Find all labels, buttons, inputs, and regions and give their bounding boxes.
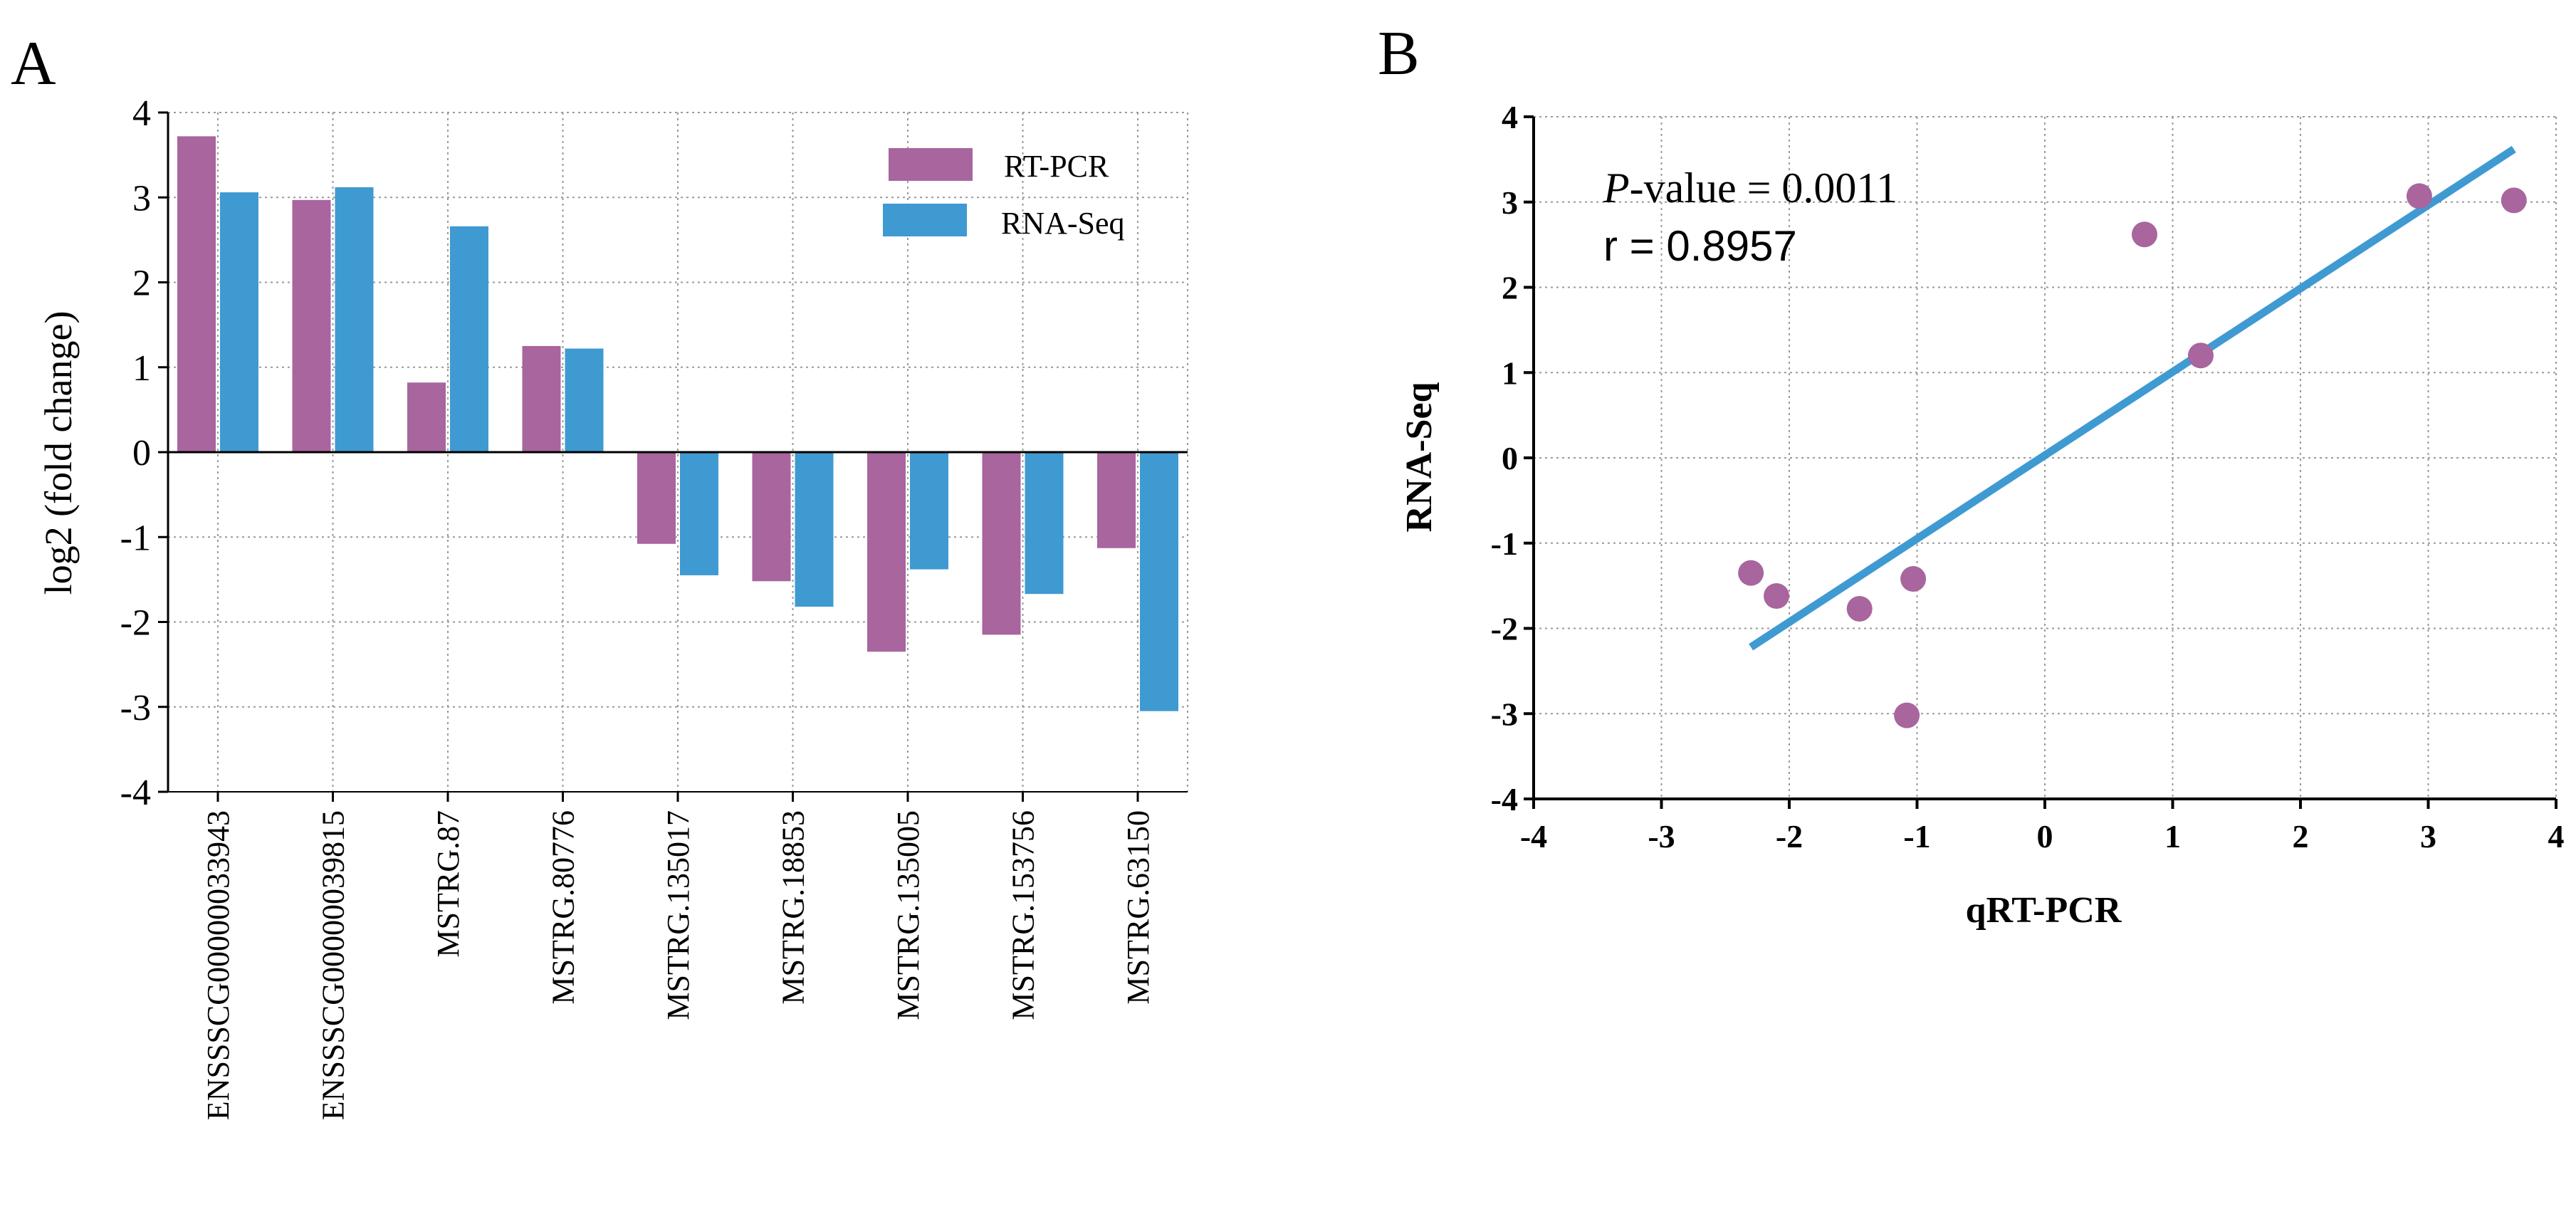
bar-rna-seq-8 (1025, 452, 1064, 595)
panel-a-y-ticks: 4 3 2 1 0 -1 -2 -3 -4 (120, 93, 168, 813)
panel-b-x-tick-label: 3 (2420, 818, 2436, 854)
panel-a-x-tick-label: ENSSSCG00000039815 (316, 810, 351, 1120)
scatter-point-7 (2187, 342, 2214, 369)
panel-a-x-tick-label: MSTRG.153756 (1006, 810, 1041, 1020)
legend-swatch-rt-pcr (889, 148, 973, 181)
legend-swatch-rna-seq (883, 204, 967, 236)
bar-rt-pcr-6 (752, 452, 791, 582)
panel-b-fit-line-group (1749, 145, 2516, 651)
bar-rt-pcr-8 (982, 452, 1021, 635)
panel-a-x-tick-label: MSTRG.87 (431, 810, 466, 958)
panel-b-y-tick-label: 4 (1502, 99, 1518, 135)
scatter-point-9 (2501, 187, 2527, 214)
bar-rna-seq-2 (335, 187, 374, 452)
scatter-point-2 (1764, 582, 1790, 609)
p-value-text: -value = 0.0011 (1630, 164, 1898, 211)
panel-a-x-tick-label: MSTRG.135017 (661, 810, 696, 1020)
bar-rt-pcr-3 (407, 382, 446, 452)
bar-rna-seq-7 (910, 452, 948, 570)
scatter-point-8 (2406, 183, 2432, 209)
bar-rna-seq-4 (565, 348, 604, 452)
panel-a-x-tick-label: MSTRG.135005 (891, 810, 926, 1020)
panel-b-y-tick-label: -3 (1491, 696, 1518, 732)
panel-a-y-tick-label: -4 (120, 773, 151, 813)
panel-b-scatter-plot: B -4-4 -3 -3 -2 -2 -1 -1 0 0 1 1 2 2 3 3 4 4 qRT-PCR RNA… (1378, 19, 2565, 931)
panel-b-y-tick-label: 0 (1502, 440, 1518, 476)
panel-a-x-tick-label: MSTRG.18853 (776, 810, 811, 1005)
panel-b-y-tick-label: -1 (1491, 525, 1518, 562)
bar-rna-seq-3 (450, 226, 488, 452)
panel-b-x-tick-label: 4 (2548, 818, 2565, 854)
panel-a-x-tick-label: MSTRG.63150 (1121, 810, 1156, 1005)
panel-b-x-tick-label: -4 (1520, 818, 1547, 854)
panel-a-x-tick-label: MSTRG.80776 (546, 810, 581, 1005)
panel-b-tick-labels: -4-4 -3 -3 -2 -2 -1 -1 0 0 1 1 2 2 3 3 4 4 (1491, 99, 2565, 854)
bar-rna-seq-9 (1140, 452, 1178, 711)
panel-b-x-tick-label: 2 (2293, 818, 2309, 854)
panel-a-bars (177, 136, 1178, 711)
panel-b-y-tick-label: -4 (1491, 781, 1518, 817)
panel-a-y-axis-label: log2 (fold change) (37, 311, 80, 595)
panel-a-y-tick-label: -2 (120, 603, 151, 644)
p-value-annotation: P-value = 0.0011 (1603, 164, 1897, 211)
legend-label-rna-seq: RNA-Seq (1001, 206, 1125, 241)
panel-b-x-tick-label: 1 (2164, 818, 2181, 854)
panel-b-label: B (1378, 19, 1420, 88)
panel-a-y-tick-label: -1 (120, 518, 151, 558)
p-value-italic-p: P (1603, 164, 1630, 211)
panel-b-y-tick-label: 1 (1502, 355, 1518, 391)
scatter-point-1 (1738, 560, 1764, 586)
scatter-point-6 (2132, 221, 2158, 248)
scatter-point-4 (1900, 566, 1927, 592)
regression-line (1749, 145, 2516, 651)
bar-rna-seq-1 (220, 192, 258, 452)
panel-a-y-tick-label: 1 (132, 348, 151, 389)
scatter-point-5 (1894, 702, 1920, 728)
bar-rt-pcr-2 (292, 199, 331, 452)
bar-rna-seq-6 (795, 452, 834, 607)
panel-b-x-tick-label: 0 (2037, 818, 2053, 854)
bar-rt-pcr-9 (1097, 452, 1136, 548)
bar-rna-seq-5 (680, 452, 718, 575)
panel-a-x-tick-label: ENSSSCG00000033943 (201, 810, 236, 1120)
panel-a-y-tick-label: -3 (120, 688, 151, 728)
bar-rt-pcr-1 (177, 136, 216, 452)
panel-a-x-tick-labels: ENSSSCG00000033943 ENSSSCG00000039815 MSTR… (201, 792, 1156, 1120)
panel-b-y-tick-label: -2 (1491, 611, 1518, 647)
panel-a-y-tick-label: 3 (132, 178, 151, 219)
panel-b-y-tick-label: 2 (1502, 270, 1518, 306)
panel-b-x-axis-label: qRT-PCR (1966, 890, 2122, 931)
bar-rt-pcr-7 (867, 452, 906, 652)
panel-a-legend: RT-PCR RNA-Seq (883, 148, 1125, 241)
panel-a-y-tick-label: 0 (132, 433, 151, 474)
bar-rt-pcr-5 (637, 452, 676, 544)
panel-b-x-tick-label: -3 (1648, 818, 1675, 854)
legend-label-rt-pcr: RT-PCR (1004, 149, 1109, 184)
bar-rt-pcr-4 (522, 345, 561, 452)
panel-b-x-tick-label: -1 (1903, 818, 1930, 854)
panel-a-label: A (11, 29, 56, 98)
panel-b-y-tick-label: 3 (1502, 184, 1518, 221)
panel-a-y-tick-label: 2 (132, 263, 151, 304)
scatter-point-3 (1846, 595, 1873, 622)
panel-b-x-tick-label: -2 (1776, 818, 1803, 854)
r-value-annotation: r = 0.8957 (1603, 222, 1797, 270)
panel-b-y-axis-label: RNA-Seq (1399, 382, 1440, 532)
panel-b-points (1738, 183, 2527, 728)
panel-a-y-tick-label: 4 (132, 93, 151, 134)
